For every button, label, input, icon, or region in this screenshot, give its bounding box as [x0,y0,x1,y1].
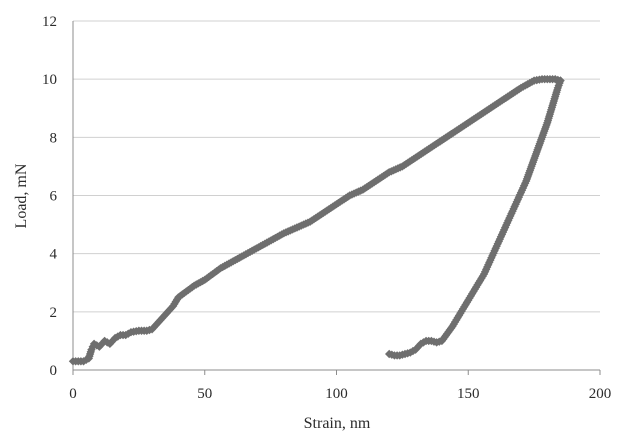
x-tick-labels: 0 50 100 150 200 [69,386,611,402]
y-tick-label: 12 [42,14,57,30]
y-axis-title: Load, mN [13,163,30,228]
x-axis-title: Strain, nm [304,415,371,432]
x-tick-label: 0 [69,386,77,402]
y-tick-label: 10 [42,72,57,88]
data-point [385,349,394,359]
y-tick-label: 6 [50,189,58,205]
y-tick-label: 4 [50,247,58,263]
y-tick-label: 0 [50,363,58,379]
y-tick-labels: 0 2 4 6 8 10 12 [42,14,58,379]
grid-lines [73,20,600,313]
x-tick-label: 50 [197,386,212,402]
x-tick-label: 200 [589,386,612,402]
axes [72,21,601,375]
data-point [88,342,97,351]
data-points [68,74,565,366]
y-tick-label: 8 [50,130,58,146]
x-tick-label: 100 [325,386,348,402]
x-tick-label: 150 [457,386,480,402]
y-tick-label: 2 [50,305,58,321]
